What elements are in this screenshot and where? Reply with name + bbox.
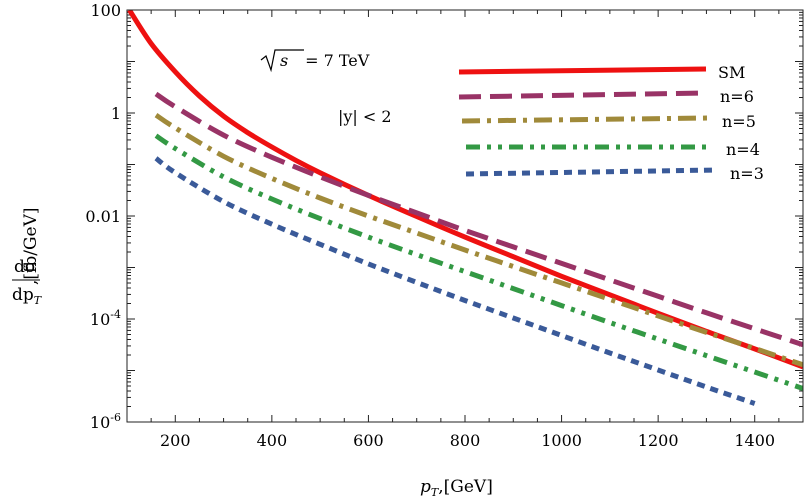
legend-swatch bbox=[458, 66, 707, 75]
sqrt-symbol bbox=[260, 49, 304, 73]
series-layer bbox=[127, 10, 803, 406]
y-tick-label: 10-6 bbox=[90, 411, 121, 432]
series-line-n-5 bbox=[154, 113, 803, 368]
legend-label: SM bbox=[718, 63, 745, 82]
x-tick-label: 200 bbox=[160, 431, 191, 450]
x-tick-label: 600 bbox=[353, 431, 384, 450]
y-tick-label: 1 bbox=[111, 104, 121, 123]
legend-label: n=4 bbox=[726, 140, 760, 159]
ticks-layer bbox=[126, 9, 804, 423]
legend-swatch bbox=[458, 90, 707, 100]
series-line-n-4 bbox=[154, 133, 803, 391]
series-line-n-3 bbox=[154, 156, 756, 406]
y-tick-label: 10-4 bbox=[90, 308, 121, 329]
x-tick-label: 1200 bbox=[638, 431, 679, 450]
x-tick-label: 1400 bbox=[734, 431, 775, 450]
energy-annotation: s = 7 TeV bbox=[260, 49, 370, 73]
y-axis-denominator: dpT bbox=[12, 285, 43, 307]
legend: SM n=6 n=5 n=4 n=3 bbox=[458, 63, 764, 183]
y-axis-title: dσ dpT ,[fb/GeV] bbox=[12, 208, 43, 307]
x-tick-label: 400 bbox=[257, 431, 288, 450]
rapidity-annotation: |y| < 2 bbox=[338, 107, 392, 126]
y-axis-numerator: dσ bbox=[14, 257, 37, 277]
energy-s: s bbox=[280, 51, 288, 70]
series-line-n-6 bbox=[154, 91, 803, 348]
legend-label: n=6 bbox=[720, 87, 754, 106]
energy-value: = 7 TeV bbox=[300, 51, 370, 70]
legend-label: n=5 bbox=[722, 112, 756, 131]
plot-frame bbox=[126, 9, 804, 423]
labels-layer: 200 400 600 800 1000 1200 1400 10-6 10-4 0.01 1 100 bbox=[85, 1, 775, 450]
x-tick-label: 1000 bbox=[541, 431, 582, 450]
y-tick-label: 100 bbox=[90, 1, 121, 20]
x-tick-label: 800 bbox=[450, 431, 481, 450]
y-tick-label: 0.01 bbox=[85, 207, 121, 226]
y-axis-units: ,[fb/GeV] bbox=[21, 208, 41, 286]
x-axis-title: pT,[GeV] bbox=[420, 477, 493, 499]
legend-label: n=3 bbox=[730, 164, 764, 183]
legend-swatch bbox=[461, 115, 711, 124]
